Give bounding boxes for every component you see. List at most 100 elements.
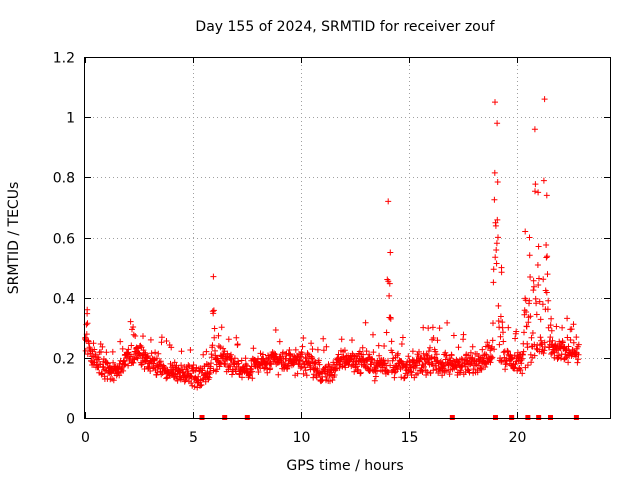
data-point [217,344,224,351]
data-point [315,370,322,377]
data-point [84,306,91,313]
data-point [370,349,377,356]
data-point [216,359,223,366]
data-point [387,315,394,322]
axis-ticks [85,57,610,419]
data-point [152,349,159,356]
data-point [530,287,537,294]
data-point [520,348,527,355]
data-point [423,351,430,358]
data-point [322,364,328,371]
data-point [222,360,229,367]
data-gap-marker [548,415,554,420]
data-point [575,341,582,348]
data-point [331,372,338,378]
data-point [534,262,541,268]
data-point [320,335,327,342]
data-point [341,347,348,354]
data-point [512,335,519,342]
data-point [211,334,218,341]
data-point [527,313,534,320]
data-point [355,366,362,373]
data-point [389,349,396,356]
data-point [267,365,274,372]
data-point [307,362,314,369]
data-point [190,362,197,368]
data-point [371,377,378,384]
data-point [540,177,547,184]
data-point [225,336,232,343]
data-point [429,324,436,331]
data-point [573,334,580,341]
data-point [433,351,440,358]
data-point [526,252,533,259]
data-point [547,322,554,329]
data-point [272,327,279,333]
data-point [494,179,501,185]
data-point [233,334,240,341]
data-point [531,352,538,359]
data-point [551,349,558,356]
data-point [567,337,574,343]
y-tick-label: 0 [66,412,75,428]
data-point [329,377,336,384]
data-point [198,382,205,389]
x-tick-label: 15 [401,430,419,446]
data-point [141,366,148,372]
data-point [286,347,293,353]
data-point [130,331,137,338]
data-point [398,341,405,347]
data-point [495,234,501,241]
data-point [244,362,250,369]
data-point [487,353,494,360]
data-point [521,329,527,336]
data-point [503,361,510,368]
data-point [490,320,496,327]
tick-labels: 0 0.2 0.4 0.6 0.8 1 1.2 0 5 10 15 20 [53,51,527,447]
y-tick-label: 1.2 [53,51,75,67]
data-point [474,369,481,376]
data-point [533,345,540,352]
data-point [519,351,526,358]
data-point [495,302,502,309]
data-point [544,271,551,278]
data-point [153,355,160,362]
data-point [104,359,111,366]
data-point [148,350,155,357]
data-point [464,366,471,373]
data-points [82,96,582,391]
data-point [535,282,542,288]
data-point [383,329,390,336]
data-point [363,348,370,355]
data-gap-markers [199,415,579,420]
data-gap-marker [525,415,531,420]
data-point [564,334,571,341]
data-point [309,355,316,361]
data-point [120,367,127,374]
data-point [366,351,373,358]
data-point [469,343,476,350]
data-point [436,325,443,332]
data-point [127,318,134,325]
data-point [308,340,315,347]
data-point [275,371,282,378]
data-point [387,249,394,256]
y-tick-label: 0.4 [53,292,75,308]
data-point [272,351,279,358]
data-point [416,358,423,365]
data-point [104,360,111,367]
data-point [395,350,401,357]
data-point [413,362,420,369]
data-point [349,337,355,344]
data-point [505,324,512,331]
data-point [543,289,550,296]
data-point [98,348,104,355]
data-point [494,120,501,127]
data-point [527,351,534,358]
data-point [84,320,91,327]
data-point [292,346,299,353]
data-point [333,365,339,372]
data-point [493,247,500,253]
data-point [163,375,170,382]
data-point [303,372,310,379]
